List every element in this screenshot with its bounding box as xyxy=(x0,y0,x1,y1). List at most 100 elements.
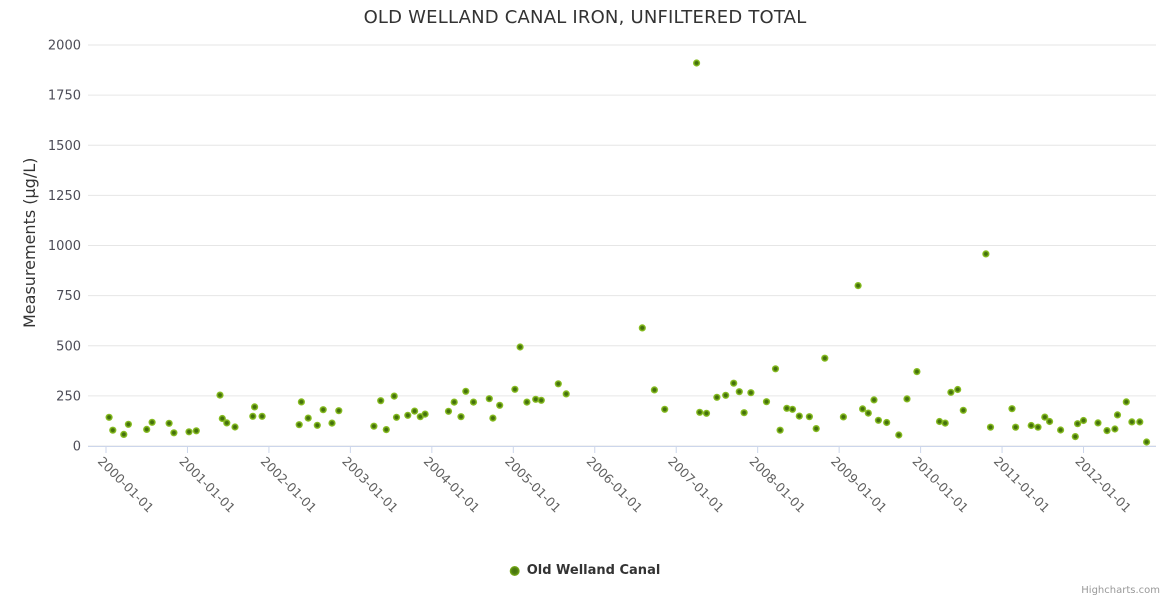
data-point[interactable] xyxy=(954,385,962,394)
data-point[interactable] xyxy=(935,417,944,426)
data-point[interactable] xyxy=(661,405,669,413)
data-point[interactable] xyxy=(258,412,266,420)
data-point[interactable] xyxy=(1128,418,1136,426)
data-point[interactable] xyxy=(1041,413,1049,421)
data-point[interactable] xyxy=(185,428,193,436)
data-point[interactable] xyxy=(223,419,231,427)
data-point[interactable] xyxy=(883,418,891,427)
data-point[interactable] xyxy=(895,431,903,439)
data-point[interactable] xyxy=(218,414,226,423)
legend-item[interactable]: Old Welland Canal xyxy=(509,563,660,578)
data-point[interactable] xyxy=(109,426,117,434)
data-point[interactable] xyxy=(411,407,419,415)
data-point[interactable] xyxy=(124,420,132,428)
data-point[interactable] xyxy=(143,425,151,433)
data-point[interactable] xyxy=(722,391,730,399)
data-point[interactable] xyxy=(941,419,949,427)
data-point[interactable] xyxy=(805,413,814,421)
data-point[interactable] xyxy=(982,250,990,258)
data-point[interactable] xyxy=(864,409,872,417)
data-point[interactable] xyxy=(762,398,771,406)
data-point[interactable] xyxy=(377,397,385,405)
data-point[interactable] xyxy=(304,414,312,422)
data-point[interactable] xyxy=(713,393,721,401)
data-point[interactable] xyxy=(319,406,327,414)
data-point[interactable] xyxy=(489,414,497,422)
data-point[interactable] xyxy=(328,419,336,427)
data-point[interactable] xyxy=(771,365,780,373)
data-point[interactable] xyxy=(485,395,493,403)
data-point[interactable] xyxy=(1103,427,1111,435)
data-point[interactable] xyxy=(747,389,755,397)
data-point[interactable] xyxy=(1012,423,1020,431)
data-point[interactable] xyxy=(1057,426,1065,434)
data-point[interactable] xyxy=(148,418,156,426)
data-point[interactable] xyxy=(392,413,401,421)
data-point[interactable] xyxy=(165,419,173,427)
data-point[interactable] xyxy=(1034,423,1042,431)
data-point[interactable] xyxy=(450,398,458,406)
data-point[interactable] xyxy=(335,407,343,415)
data-point[interactable] xyxy=(421,410,429,418)
data-point[interactable] xyxy=(382,426,390,434)
data-point[interactable] xyxy=(854,282,862,290)
data-point[interactable] xyxy=(297,398,305,406)
data-point[interactable] xyxy=(735,388,743,396)
data-point[interactable] xyxy=(444,407,453,415)
data-point[interactable] xyxy=(696,408,704,416)
data-point[interactable] xyxy=(1079,416,1088,425)
credits-link[interactable]: Highcharts.com xyxy=(1081,585,1160,596)
data-point[interactable] xyxy=(650,386,659,394)
data-point[interactable] xyxy=(295,421,303,429)
data-point[interactable] xyxy=(986,423,995,431)
data-point[interactable] xyxy=(783,404,791,412)
data-point[interactable] xyxy=(870,396,878,404)
data-point[interactable] xyxy=(532,395,540,403)
data-point[interactable] xyxy=(1111,425,1119,433)
data-point[interactable] xyxy=(249,412,257,420)
data-point[interactable] xyxy=(947,388,955,396)
data-point[interactable] xyxy=(1113,411,1122,419)
data-point[interactable] xyxy=(404,411,412,419)
data-point[interactable] xyxy=(1136,418,1144,426)
data-point[interactable] xyxy=(120,430,128,438)
data-point[interactable] xyxy=(216,391,224,399)
data-point[interactable] xyxy=(959,406,967,414)
data-point[interactable] xyxy=(913,368,921,376)
data-point[interactable] xyxy=(537,396,545,404)
data-point[interactable] xyxy=(702,409,711,417)
data-point[interactable] xyxy=(903,395,911,403)
data-point[interactable] xyxy=(554,380,562,388)
data-point[interactable] xyxy=(516,343,524,351)
data-point[interactable] xyxy=(638,324,646,332)
data-point[interactable] xyxy=(812,425,820,433)
data-point[interactable] xyxy=(192,427,200,435)
data-point[interactable] xyxy=(251,403,259,411)
data-point[interactable] xyxy=(105,413,113,421)
data-point[interactable] xyxy=(1027,421,1035,430)
data-point[interactable] xyxy=(562,390,570,398)
data-point[interactable] xyxy=(788,405,797,413)
data-point[interactable] xyxy=(496,401,504,409)
data-point[interactable] xyxy=(1094,419,1102,427)
data-point[interactable] xyxy=(730,379,738,387)
data-point[interactable] xyxy=(1071,433,1079,441)
data-point[interactable] xyxy=(821,354,829,362)
data-point[interactable] xyxy=(390,392,398,400)
data-point[interactable] xyxy=(231,423,239,431)
data-point[interactable] xyxy=(1046,417,1054,426)
data-point[interactable] xyxy=(170,429,178,437)
data-point[interactable] xyxy=(457,413,465,421)
data-point[interactable] xyxy=(859,405,867,413)
data-point[interactable] xyxy=(511,385,519,393)
data-point[interactable] xyxy=(839,413,848,421)
data-point[interactable] xyxy=(693,59,701,67)
data-point[interactable] xyxy=(795,412,803,420)
data-point[interactable] xyxy=(469,398,478,406)
data-point[interactable] xyxy=(1122,398,1130,406)
data-point[interactable] xyxy=(1008,405,1016,413)
data-point[interactable] xyxy=(370,422,378,430)
data-point[interactable] xyxy=(776,426,784,434)
data-point[interactable] xyxy=(874,416,883,424)
data-point[interactable] xyxy=(1074,420,1082,428)
